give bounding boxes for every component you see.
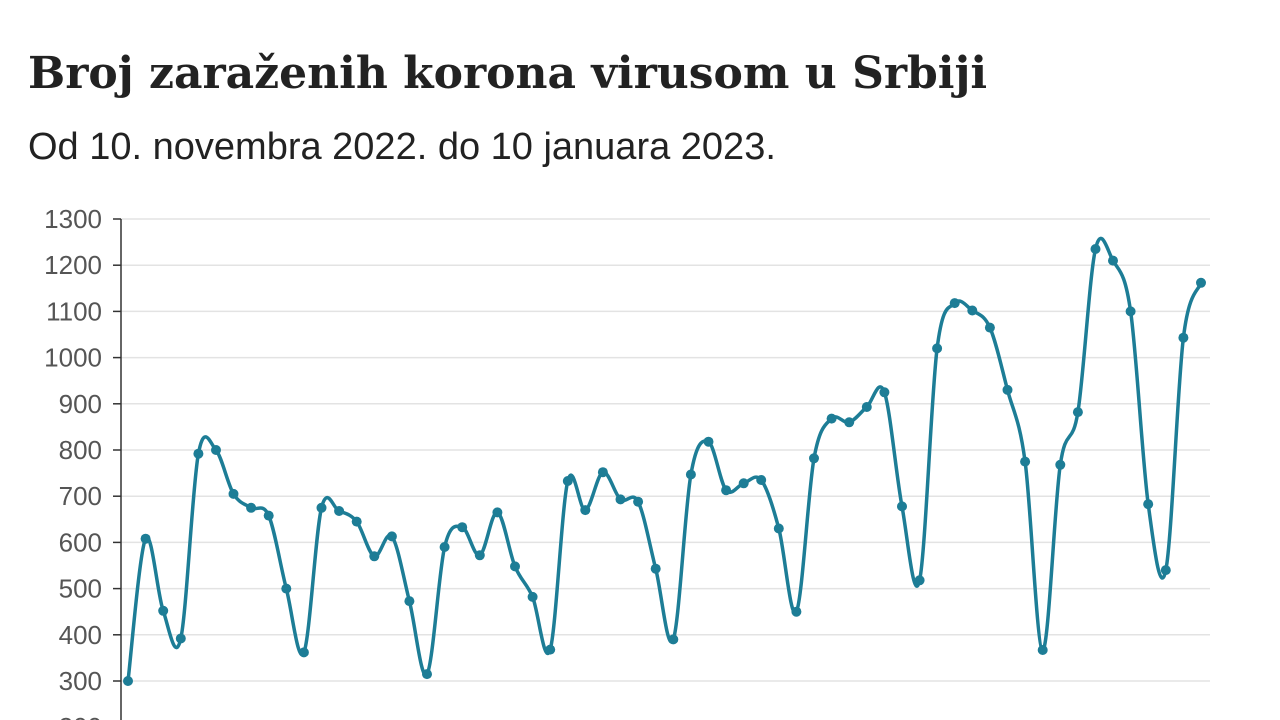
data-point [351,516,362,527]
data-point [668,634,679,645]
data-point [984,322,995,333]
data-point [228,488,239,499]
data-point [457,522,468,533]
y-tick-label: 1100 [46,296,102,326]
data-point [1108,255,1118,266]
data-point [685,469,696,480]
data-point [404,596,415,607]
data-point [1037,645,1048,655]
data-point [158,605,169,616]
y-tick-label: 500 [59,574,102,604]
chart-subtitle: Od 10. novembra 2022. do 10 januara 2023… [28,126,776,168]
data-point [1072,407,1083,418]
data-point [879,387,890,398]
data-point [1125,306,1136,317]
data-point [562,476,573,486]
data-point [633,496,644,507]
data-point [422,669,432,680]
y-tick-label: 300 [59,666,102,696]
data-point [263,510,274,521]
series-line [126,236,1203,682]
data-point [510,561,520,572]
series-points [123,244,1206,686]
data-point [615,494,626,505]
data-point [809,453,819,464]
data-point [756,475,767,485]
data-point [281,583,292,594]
data-point [1178,332,1189,343]
data-point [123,676,133,686]
data-point [492,507,503,518]
y-tick-label: 800 [59,435,102,465]
data-point [298,647,309,658]
data-point [703,436,714,447]
y-tick-label: 1000 [44,343,102,373]
data-point [1143,499,1154,510]
data-point [474,550,485,561]
data-point [932,343,943,354]
data-point [140,533,151,544]
data-point [1002,384,1013,395]
data-point [773,523,784,534]
chart-title: Broj zaraženih korona virusom u Srbiji [28,48,988,99]
data-point [1196,277,1206,288]
data-point [545,644,556,655]
data-point [246,502,257,513]
data-point [1090,244,1101,254]
data-point [650,563,661,574]
y-tick-label: 900 [59,389,102,419]
data-point [211,445,221,455]
y-axis: 1300 1200 1100 1000 900 800 700 600 500 400 300 200 [44,204,122,720]
y-tick-label: 1200 [44,250,102,280]
data-point [738,478,749,489]
data-point [193,448,204,459]
y-tick-label: 200 [59,712,102,720]
data-point [791,606,802,617]
data-point [949,298,960,309]
series-line-layer [126,236,1203,682]
data-point [967,305,978,316]
data-point [1160,565,1171,576]
data-point [175,633,186,644]
data-point [844,417,855,428]
data-point [386,531,397,542]
data-point [1055,459,1066,470]
data-point [1020,456,1031,467]
data-point [897,501,907,512]
y-tick-label: 600 [59,527,102,557]
data-point [527,591,538,602]
data-point [369,551,380,562]
y-tick-label: 400 [59,620,102,650]
y-tick-label: 1300 [44,204,102,234]
data-point [316,502,327,513]
data-point [334,506,345,516]
grid-lines [121,218,1210,682]
data-point [826,413,837,424]
y-tick-label: 700 [59,481,102,511]
data-point [721,485,732,496]
data-point [597,467,608,478]
data-point [580,505,591,516]
data-point [861,402,872,412]
data-point [914,575,925,586]
data-point [439,542,450,552]
